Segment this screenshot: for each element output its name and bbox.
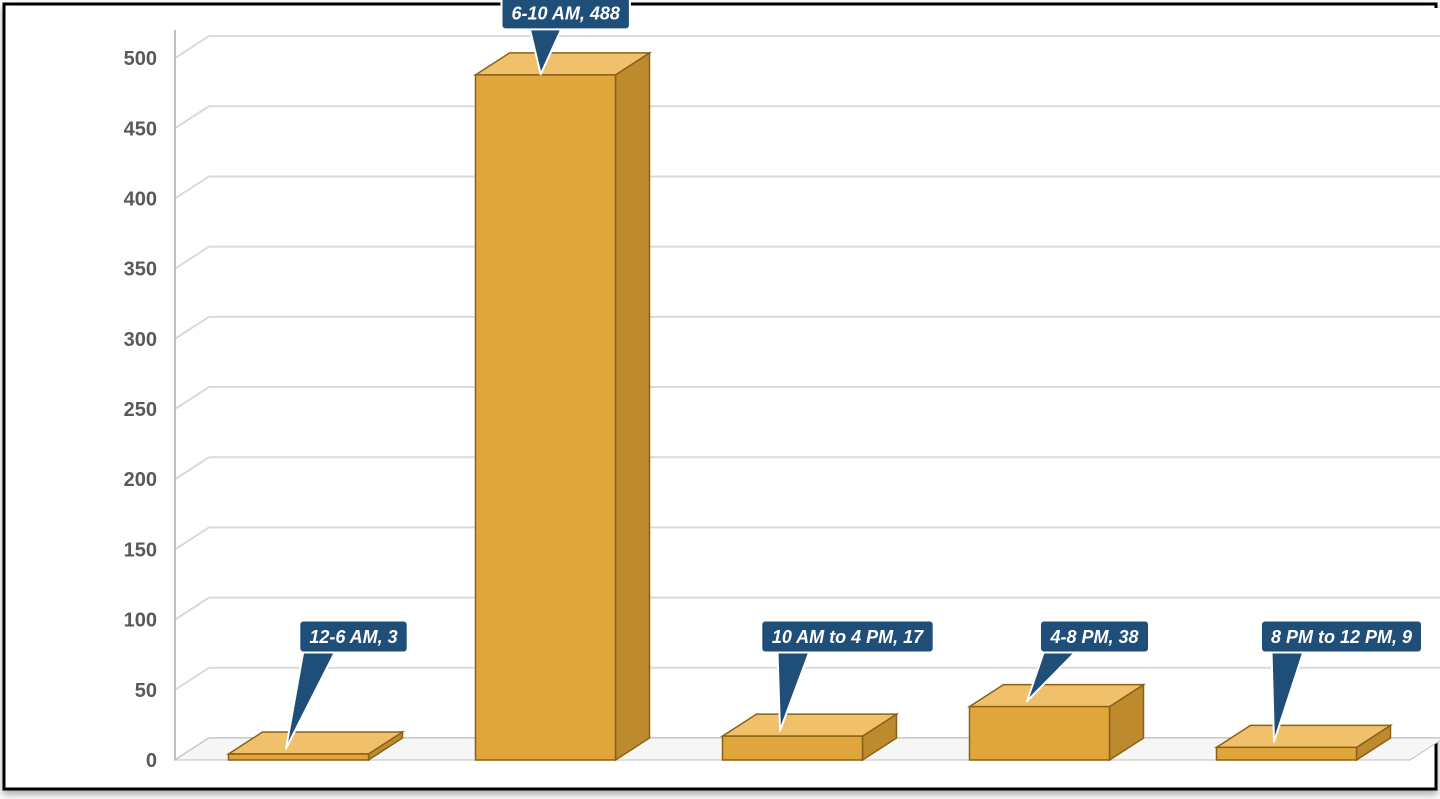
bar-front [970,707,1110,760]
y-tick-label: 150 [124,539,157,561]
y-tick-label: 300 [124,329,157,351]
callout-label: 6-10 AM, 488 [512,4,620,24]
bar-front [229,754,369,760]
y-tick-label: 0 [146,750,157,772]
callout-label: 12-6 AM, 3 [309,627,397,647]
y-tick-label: 350 [124,259,157,281]
bar-chart-3d: 0 50 100 150 200 250 300 350 400 450 500 12-6 AM, 3… [0,0,1440,799]
y-tick-label: 50 [135,680,157,702]
bar-front [723,736,863,760]
y-tick-label: 500 [124,48,157,70]
y-tick-label: 450 [124,118,157,140]
chart-frame: 0 50 100 150 200 250 300 350 400 450 500 12-6 AM, 3… [0,0,1440,799]
callout-label: 10 AM to 4 PM, 17 [772,627,924,647]
callout-label: 8 PM to 12 PM, 9 [1271,627,1412,647]
bar-front [476,75,616,760]
callout-label: 4-8 PM, 38 [1049,627,1138,647]
bar-front [1217,747,1357,760]
y-tick-label: 200 [124,469,157,491]
y-tick-label: 100 [124,610,157,632]
bar-side [616,53,650,760]
y-tick-label: 400 [124,188,157,210]
y-tick-label: 250 [124,399,157,421]
